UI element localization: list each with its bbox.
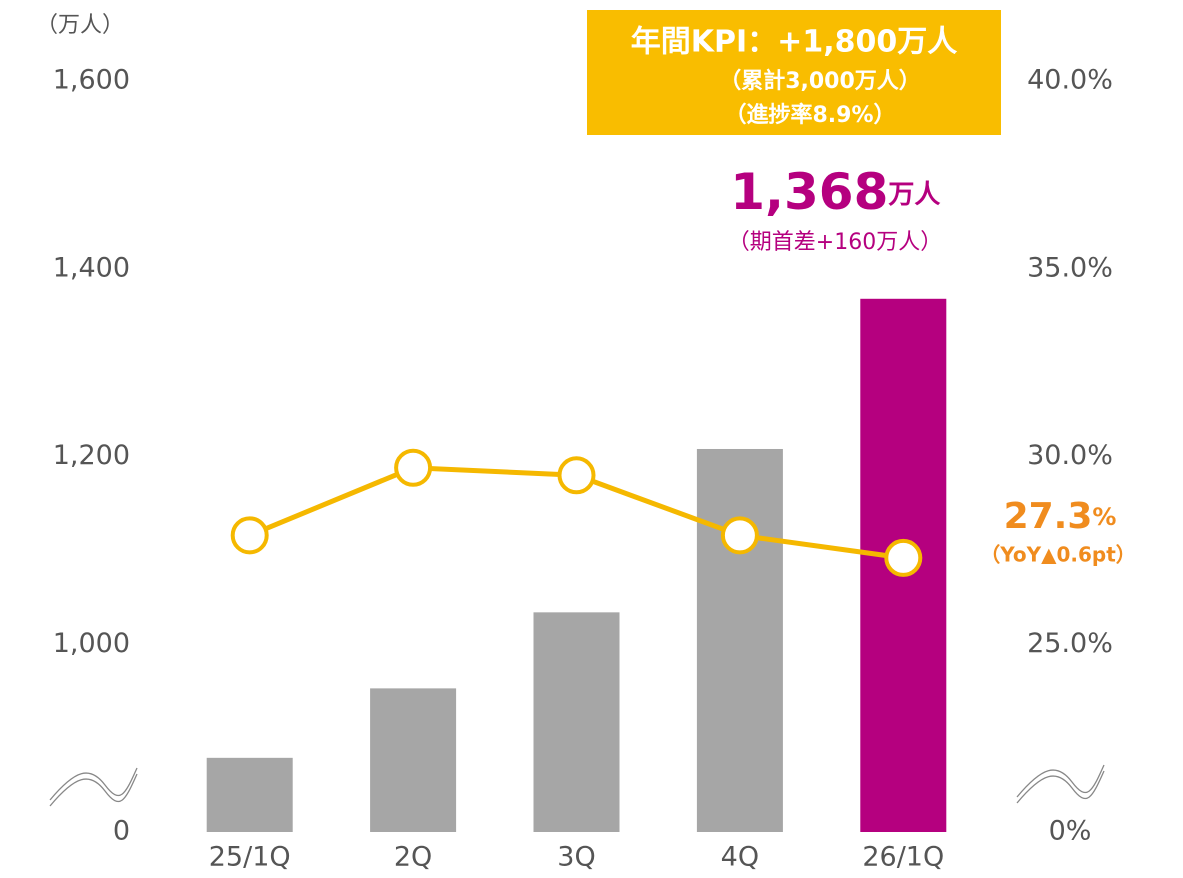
line-marker (720, 516, 759, 555)
axis-break-left (49, 767, 138, 807)
line-marker (230, 516, 269, 555)
bar-value-label: 1,368万人 (730, 163, 940, 221)
kpi-title: 年間KPI：+1,800万人 (631, 25, 957, 60)
x-tick-label: 3Q (557, 842, 595, 873)
y-tick-label: 1,400 (53, 252, 130, 283)
line-marker (394, 448, 433, 487)
line-marker (557, 456, 596, 495)
x-tick-label: 25/1Q (209, 842, 291, 873)
bar (696, 448, 783, 832)
y-tick-label: 0 (113, 816, 130, 847)
line-marker (884, 538, 923, 577)
y2-tick-label: 0% (1049, 816, 1092, 847)
x-tick-label: 26/1Q (862, 842, 944, 873)
x-tick-label: 2Q (394, 842, 432, 873)
kpi-box (587, 10, 1001, 135)
y2-tick-label: 25.0% (1027, 628, 1113, 659)
y-tick-label: 1,600 (53, 65, 130, 96)
kpi-cumulative: （累計3,000万人） (719, 68, 921, 94)
line-value-label: 27.3% (1004, 496, 1117, 537)
bar (533, 612, 620, 832)
y2-tick-label: 35.0% (1027, 252, 1113, 283)
y2-tick-label: 40.0% (1027, 65, 1113, 96)
bar (206, 757, 293, 832)
kpi-progress: （進捗率8.9%） (724, 102, 895, 128)
y-tick-label: 1,000 (53, 628, 130, 659)
y-unit-label: （万人） (36, 13, 124, 38)
bar-note: （期首差+160万人） (728, 230, 942, 255)
y2-tick-label: 30.0% (1027, 440, 1113, 471)
line-note: （YoY▲0.6pt） (980, 543, 1136, 567)
x-tick-label: 4Q (721, 842, 759, 873)
axis-break-right (1016, 764, 1105, 804)
bar (370, 688, 457, 832)
y-tick-label: 1,200 (53, 440, 130, 471)
